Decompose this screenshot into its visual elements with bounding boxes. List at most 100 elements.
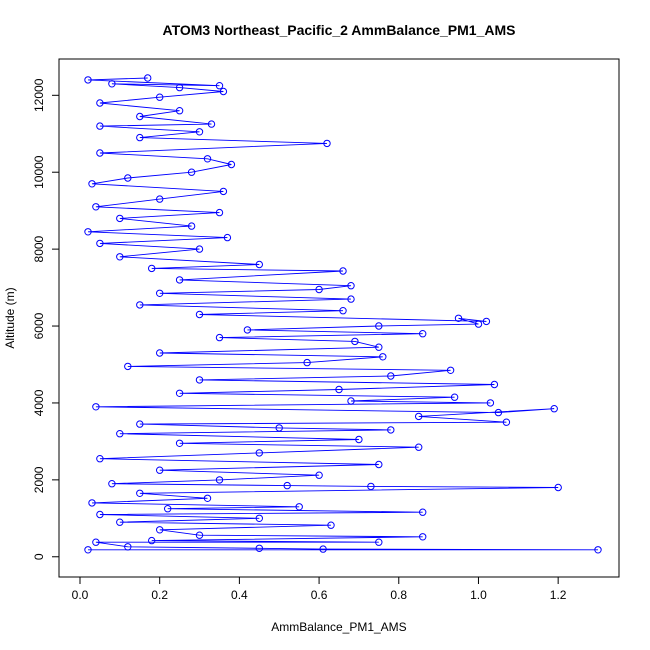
data-point (275, 424, 283, 432)
data-point (156, 466, 164, 474)
data-point (92, 538, 100, 546)
data-point (96, 510, 104, 519)
data-point (255, 514, 263, 522)
x-tick-label: 1.0 (470, 588, 487, 602)
data-point (502, 418, 511, 426)
data-point (339, 267, 347, 275)
data-point (92, 403, 100, 411)
data-point (88, 499, 96, 507)
axes-layer: 0.0 0.2 0.4 0.6 0.8 1.0 1.2 0 2000 4000 6000 8000 10… (32, 78, 567, 602)
x-tick-label: 0.2 (151, 588, 168, 602)
data-point (319, 545, 327, 553)
y-tick-label: 8000 (32, 235, 46, 262)
data-point (136, 112, 144, 121)
data-point (96, 149, 104, 157)
data-point (96, 239, 104, 248)
y-tick-label: 6000 (32, 312, 46, 339)
data-point (195, 128, 204, 136)
data-point (379, 353, 387, 361)
data-point (419, 533, 427, 541)
data-point (355, 435, 363, 444)
data-point (550, 405, 558, 413)
data-point (175, 83, 184, 92)
x-tick-label: 0.6 (311, 588, 328, 602)
data-point (84, 546, 92, 554)
data-point (215, 476, 224, 484)
x-tick-label: 1.2 (550, 588, 567, 602)
data-point (255, 260, 263, 269)
series-line (87, 77, 599, 551)
data-point (327, 521, 335, 529)
data-point (227, 160, 236, 169)
data-point (415, 412, 423, 421)
data-point (219, 187, 228, 196)
data-point (303, 358, 311, 367)
data-point (446, 366, 455, 374)
data-point (215, 333, 224, 342)
data-point (156, 93, 164, 101)
data-point (387, 426, 395, 434)
data-point (347, 295, 355, 303)
data-point (375, 538, 383, 546)
y-tick-label: 0 (32, 553, 46, 560)
data-point (195, 376, 204, 384)
data-point (124, 174, 132, 182)
data-point (124, 362, 132, 371)
y-tick-label: 2000 (32, 466, 46, 493)
data-point (203, 494, 212, 502)
data-point (187, 222, 196, 230)
data-point (494, 408, 503, 417)
data-point (116, 430, 124, 438)
data-point (554, 483, 562, 492)
data-point (144, 74, 152, 82)
data-point (116, 518, 124, 526)
data-point (486, 399, 495, 407)
data-point (96, 455, 104, 463)
y-tick-label: 12000 (32, 78, 46, 112)
data-point (482, 317, 491, 326)
data-point (347, 282, 355, 290)
x-tick-label: 0.4 (231, 588, 248, 602)
data-point (124, 543, 132, 551)
data-point (175, 276, 184, 284)
data-point (175, 107, 184, 115)
data-layer (84, 74, 602, 554)
data-point (207, 120, 216, 128)
data-point (195, 531, 204, 539)
data-point (255, 544, 263, 552)
data-point (148, 536, 156, 545)
y-axis-label: Altitude (m) (3, 287, 17, 348)
data-point (195, 310, 204, 319)
chart-title: ATOM3 Northeast_Pacific_2 AmmBalance_PM1… (163, 22, 516, 38)
data-point (315, 471, 323, 479)
data-point (387, 372, 395, 380)
data-point (375, 343, 383, 351)
data-point (323, 139, 331, 148)
data-point (335, 385, 343, 394)
data-point (594, 546, 602, 554)
data-point (375, 460, 383, 469)
data-point (215, 82, 224, 90)
data-point (283, 481, 291, 490)
x-tick-label: 0.0 (72, 588, 89, 602)
data-point (347, 397, 355, 405)
x-tick-label: 0.8 (390, 588, 407, 602)
data-point (454, 314, 463, 322)
data-point (203, 155, 212, 163)
data-point (156, 349, 164, 357)
data-point (315, 285, 323, 294)
data-point (148, 264, 156, 273)
data-point (219, 87, 228, 96)
data-point (156, 289, 164, 297)
data-point (92, 203, 100, 211)
data-point (136, 420, 144, 428)
data-point (96, 99, 104, 107)
data-point (116, 214, 124, 223)
data-point (108, 80, 116, 88)
data-point (136, 489, 144, 497)
data-point (351, 337, 359, 346)
data-point (156, 195, 164, 203)
data-point (156, 526, 164, 534)
